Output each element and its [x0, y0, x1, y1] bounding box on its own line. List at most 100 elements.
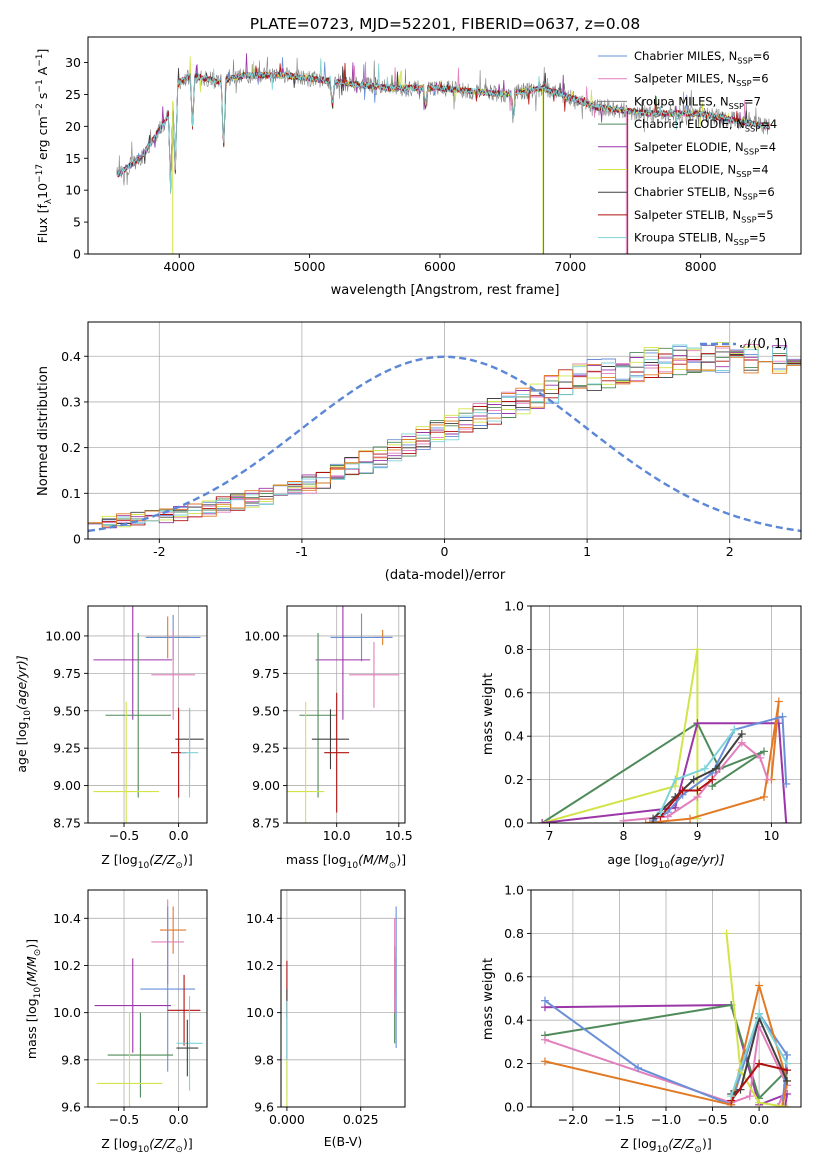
x-tick-label: −2.0 — [558, 1112, 588, 1127]
plot-area — [540, 929, 792, 1107]
spectrum-panel: 4000 5000 6000 7000 8000 0 5 10 15 20 25 30 waveleng… — [35, 36, 802, 298]
y-axis-label: Normed distribution — [36, 366, 51, 496]
x-tick-label: 9 — [693, 828, 701, 843]
y-tick-label: 1.0 — [504, 883, 524, 898]
x-axis-label: mass [log10(M/M⊙)] — [286, 852, 406, 871]
y-tick-label: 10.2 — [246, 958, 274, 973]
x-axis-label: wavelength [Angstrom, rest frame] — [331, 283, 560, 298]
y-tick-label: 9.75 — [53, 666, 81, 681]
y-axis-label: mass [log10(M/M⊙)] — [24, 939, 43, 1059]
y-tick-label: 0.2 — [504, 772, 524, 787]
age-vs-metallicity-panel: −0.5 0.0 8.75 9.00 9.25 9.50 9.75 10.00 Z [log10… — [14, 605, 208, 871]
axes-frame — [87, 605, 208, 824]
weight-line — [541, 648, 699, 823]
y-tick-label: 9.6 — [61, 1100, 81, 1115]
x-tick-label: 4000 — [163, 259, 195, 274]
mass-vs-ebv-panel: 0.000 0.025 9.6 9.8 10.0 10.2 10.4 E(B-V) — [246, 889, 406, 1149]
weight-line — [725, 933, 788, 1107]
y-tick-label: 0 — [73, 247, 81, 262]
x-tick-label: 7000 — [554, 259, 586, 274]
x-tick-label: 2 — [726, 544, 734, 559]
legend: Chabrier MILES, NSSP=6 Salpeter MILES, NS… — [598, 49, 777, 247]
weight-line — [659, 778, 713, 818]
plot-area — [286, 906, 397, 1107]
y-tick-label: 0.1 — [61, 486, 81, 501]
legend-label: Salpeter MILES, NSSP=6 — [634, 72, 769, 88]
y-tick-label: 0.8 — [504, 642, 524, 657]
plot-area — [287, 606, 399, 823]
plot-area — [94, 899, 203, 1107]
y-tick-label: 0.0 — [504, 1100, 524, 1115]
y-tick-label: 20 — [65, 119, 81, 134]
x-tick-label: 0.0 — [169, 828, 189, 843]
x-tick-label: 0.0 — [749, 1112, 769, 1127]
y-tick-label: 9.25 — [53, 741, 81, 756]
plot-area — [116, 53, 771, 254]
y-axis-label: Flux [fλ10−17 erg cm−2 s−1 A−1] — [35, 49, 54, 244]
x-tick-label: 10.0 — [323, 828, 351, 843]
x-tick-label: 0.0 — [169, 1112, 189, 1127]
x-axis-label: E(B-V) — [324, 1134, 363, 1149]
y-tick-label: 1.0 — [504, 599, 524, 614]
y-tick-label: 10.4 — [53, 911, 81, 926]
y-tick-label: 0 — [73, 532, 81, 547]
legend-label: Salpeter STELIB, NSSP=5 — [634, 208, 774, 224]
y-tick-label: 10 — [65, 183, 81, 198]
x-tick-label: 0.025 — [343, 1112, 379, 1127]
x-tick-label: 10.5 — [385, 828, 413, 843]
y-axis-label: mass weight — [481, 673, 496, 755]
x-tick-label: −0.5 — [109, 1112, 139, 1127]
y-tick-label: 0.0 — [504, 816, 524, 831]
x-tick-label: −0.5 — [697, 1112, 727, 1127]
y-tick-label: 9.8 — [61, 1052, 81, 1067]
y-tick-label: 10.00 — [45, 628, 81, 643]
y-tick-label: 0.4 — [504, 729, 524, 744]
legend-label: Kroupa ELODIE, NSSP=4 — [634, 163, 769, 179]
age-vs-mass-panel: 10.0 10.5 8.75 9.00 9.25 9.50 9.75 10.00 mass [l… — [244, 605, 413, 871]
x-tick-label: −0.5 — [109, 828, 139, 843]
x-tick-label: 8 — [619, 828, 627, 843]
y-tick-label: 0.3 — [61, 394, 81, 409]
legend-label: Salpeter ELODIE, NSSP=4 — [634, 140, 776, 156]
x-tick-label: -2 — [153, 544, 165, 559]
mass-weight-vs-metallicity-panel: −2.0 −1.5 −1.0 −0.5 0.0 0.0 0.2 0.4 0.6 0.8 1.0 Z [… — [481, 883, 802, 1155]
y-tick-label: 9.50 — [53, 703, 81, 718]
legend-label: Kroupa MILES, NSSP=7 — [634, 94, 761, 110]
x-tick-label: −1.0 — [651, 1112, 681, 1127]
mass-vs-metallicity-panel: −0.5 0.0 9.6 9.8 10.0 10.2 10.4 Z [log10(Z/Z⊙)]… — [24, 889, 208, 1155]
mass-weight-vs-age-panel: 7 8 9 10 0.0 0.2 0.4 0.6 0.8 1.0 age [log10(age/yr… — [481, 599, 802, 871]
y-tick-label: 9.8 — [254, 1052, 274, 1067]
figure-title: PLATE=0723, MJD=52201, FIBERID=0637, z=0… — [250, 15, 640, 33]
x-tick-label: 8000 — [685, 259, 717, 274]
x-tick-label: −1.5 — [604, 1112, 634, 1127]
y-tick-label: 5 — [73, 215, 81, 230]
axes-frame — [87, 889, 208, 1108]
legend-label: Chabrier MILES, NSSP=6 — [634, 49, 770, 65]
x-tick-label: 10 — [763, 828, 779, 843]
y-tick-label: 0.6 — [504, 969, 524, 984]
axes-frame — [87, 36, 802, 255]
y-tick-label: 8.75 — [252, 816, 280, 831]
x-axis-label: Z [log10(Z/Z⊙)] — [620, 1136, 711, 1155]
x-axis-label: Z [log10(Z/Z⊙)] — [101, 852, 192, 871]
y-tick-label: 0.8 — [504, 926, 524, 941]
x-tick-label: 5000 — [294, 259, 326, 274]
y-tick-label: 9.6 — [254, 1100, 274, 1115]
x-axis-label: (data-model)/error — [385, 568, 506, 583]
y-tick-label: 10.0 — [246, 1005, 274, 1020]
axes-frame — [286, 605, 406, 824]
legend-label: Chabrier ELODIE, NSSP=4 — [634, 117, 777, 133]
y-tick-label: 8.75 — [53, 816, 81, 831]
axes-frame — [280, 889, 406, 1108]
y-axis-label: mass weight — [481, 958, 496, 1040]
weight-line — [659, 729, 736, 813]
legend-label: Chabrier STELIB, NSSP=6 — [634, 185, 775, 201]
y-tick-label: 10.00 — [244, 628, 280, 643]
plot-area — [88, 342, 801, 533]
y-axis-label: age [log10(age/yr)] — [14, 655, 33, 772]
y-tick-label: 9.25 — [252, 741, 280, 756]
gaussian-curve — [88, 355, 801, 533]
plot-area — [538, 645, 791, 823]
y-tick-label: 10.0 — [53, 1005, 81, 1020]
